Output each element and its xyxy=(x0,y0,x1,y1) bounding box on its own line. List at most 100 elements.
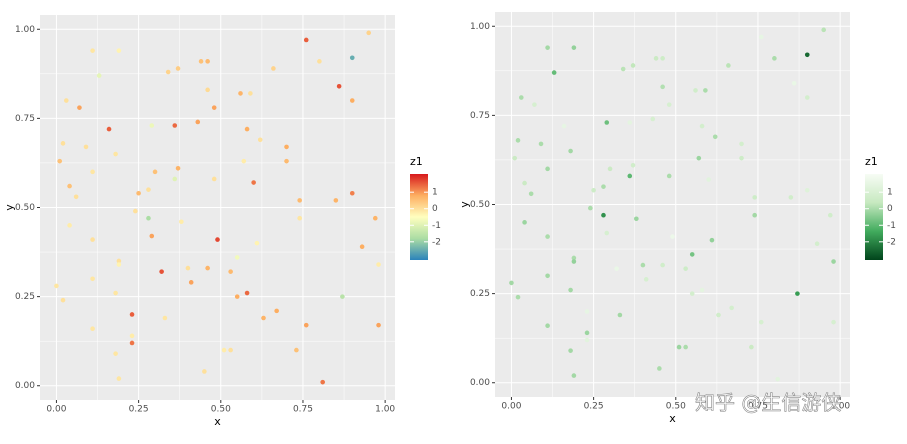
colorbar xyxy=(865,174,883,260)
point xyxy=(349,190,355,196)
point xyxy=(303,37,309,43)
point xyxy=(83,144,89,150)
point xyxy=(261,315,266,321)
point xyxy=(545,45,550,50)
point xyxy=(571,373,577,378)
point xyxy=(146,187,151,192)
point xyxy=(827,212,833,218)
point xyxy=(551,70,557,75)
x-tick-label: 0.25 xyxy=(129,405,149,415)
point xyxy=(643,277,649,282)
point xyxy=(699,287,705,293)
point xyxy=(129,340,135,346)
point xyxy=(614,266,619,271)
point xyxy=(90,169,95,175)
point xyxy=(106,126,112,132)
point xyxy=(284,144,289,150)
point xyxy=(716,312,721,318)
legend-title: z1 xyxy=(410,155,423,168)
point xyxy=(666,102,672,107)
point xyxy=(804,187,810,193)
point xyxy=(601,184,606,189)
point xyxy=(162,315,168,321)
point xyxy=(689,291,695,296)
point xyxy=(795,291,800,296)
point xyxy=(706,177,711,182)
point xyxy=(198,59,204,64)
legend-title: z1 xyxy=(865,155,878,168)
colorbar xyxy=(410,174,428,260)
point xyxy=(205,87,210,93)
point xyxy=(591,187,596,193)
point xyxy=(518,95,524,100)
point xyxy=(660,84,665,90)
point xyxy=(211,176,217,182)
y-tick-label: 0.75 xyxy=(15,114,35,124)
point xyxy=(709,237,715,243)
point xyxy=(172,123,178,128)
point xyxy=(90,237,95,242)
point xyxy=(90,276,95,282)
point xyxy=(666,173,672,179)
colorbar-label: 0 xyxy=(887,204,893,214)
point xyxy=(241,158,247,164)
point xyxy=(251,180,256,185)
colorbar-label: -2 xyxy=(887,237,896,247)
point xyxy=(67,183,72,189)
point xyxy=(129,312,135,317)
point xyxy=(538,141,544,147)
point xyxy=(116,258,122,264)
point xyxy=(185,265,191,271)
point xyxy=(234,255,240,260)
point xyxy=(146,215,151,221)
point xyxy=(627,173,633,179)
point xyxy=(349,55,355,61)
point xyxy=(96,73,102,78)
y-tick-label: 0.75 xyxy=(470,111,490,121)
point xyxy=(752,212,757,218)
point xyxy=(179,219,184,225)
point xyxy=(172,176,178,182)
colorbar-label: -2 xyxy=(432,237,441,247)
point xyxy=(729,305,734,311)
point xyxy=(739,155,744,161)
x-tick-label: 0.00 xyxy=(46,405,66,415)
colorbar-label: 1 xyxy=(432,188,438,198)
colorbar-label: -1 xyxy=(887,221,896,231)
point xyxy=(617,312,623,318)
point xyxy=(63,98,69,103)
point xyxy=(211,105,217,110)
point xyxy=(568,348,573,353)
point xyxy=(545,166,550,172)
point xyxy=(320,379,325,385)
point xyxy=(532,102,537,107)
point xyxy=(159,269,164,274)
point xyxy=(693,88,698,93)
point xyxy=(528,191,534,197)
point xyxy=(509,280,514,286)
point xyxy=(640,262,646,268)
point xyxy=(561,123,567,129)
y-tick-label: 0.25 xyxy=(470,289,490,299)
point xyxy=(333,198,339,203)
point xyxy=(726,63,731,68)
y-tick-label: 1.00 xyxy=(470,22,490,32)
point xyxy=(257,137,263,143)
point xyxy=(372,215,378,221)
point xyxy=(791,80,797,86)
point xyxy=(336,83,342,89)
point xyxy=(660,56,665,61)
point xyxy=(129,333,135,339)
y-tick-label: 0.50 xyxy=(470,200,490,210)
point xyxy=(366,30,372,36)
point xyxy=(297,198,302,203)
point xyxy=(376,322,381,328)
y-axis-label: y xyxy=(3,204,16,211)
point xyxy=(804,52,810,58)
point xyxy=(758,34,764,40)
point xyxy=(175,66,181,71)
point xyxy=(116,262,122,267)
point xyxy=(340,294,345,299)
point xyxy=(588,205,593,211)
